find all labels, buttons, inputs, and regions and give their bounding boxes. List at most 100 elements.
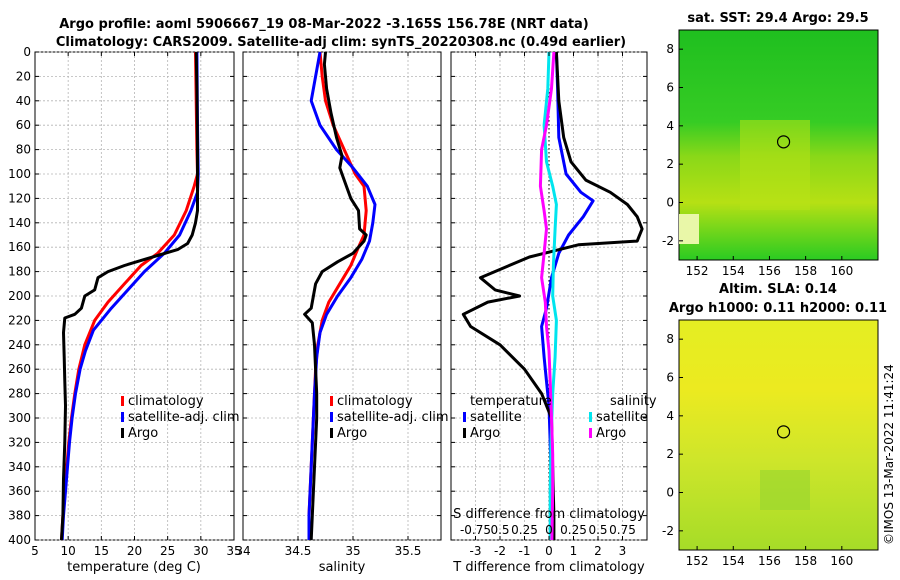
y-tick-label: 40	[16, 94, 31, 108]
y-tick-label: 280	[8, 387, 31, 401]
y-tick-label: 200	[8, 289, 31, 303]
y-tick-label: 300	[8, 411, 31, 425]
x-tick-label: 2	[594, 544, 602, 558]
y-tick-label: 80	[16, 143, 31, 157]
series-line-s-argo	[538, 51, 556, 541]
sla-map-subtitle: Argo h1000: 0.11 h2000: 0.11	[669, 301, 887, 316]
sst-warm-patch	[740, 120, 810, 210]
y-tick-label: 120	[8, 191, 31, 205]
y-tick-label: 260	[8, 362, 31, 376]
legend-climatology: climatology	[337, 394, 413, 409]
y-tick-label: 140	[8, 216, 31, 230]
difference-xlabel: T difference from climatology	[452, 560, 645, 575]
legend-swatch-argo	[330, 428, 333, 438]
legend-satellite: satellite-adj. clim	[128, 410, 240, 425]
y-tick-label: 220	[8, 313, 31, 327]
x-tick-label: 5	[31, 544, 39, 558]
figure-title-line2: Climatology: CARS2009. Satellite-adj cli…	[56, 35, 626, 50]
s-difference-tick-label: 0.75	[609, 523, 636, 537]
legend-swatch-t-argo	[463, 428, 466, 438]
s-difference-title: S difference from climatology	[453, 507, 645, 522]
map-x-tick-label: 156	[758, 264, 781, 278]
series-line-argo	[303, 51, 368, 541]
difference-panel: -3 -2 -1 0 1 2 3 T difference from climatology…	[450, 51, 657, 575]
legend-swatch-t-satellite	[463, 412, 466, 422]
map-y-tick-label: 4	[666, 409, 674, 423]
x-tick-label: 1	[570, 544, 578, 558]
legend-swatch-satellite	[330, 412, 333, 422]
s-difference-tick-label: 0.5	[588, 523, 607, 537]
legend-swatch-satellite	[121, 412, 124, 422]
legend-swatch-s-satellite	[589, 412, 592, 422]
temperature-panel: 5 10 15 20 25 30 35 0 20 40 60 80 100 120 140 160 180 200…	[8, 45, 242, 575]
y-tick-label: 100	[8, 167, 31, 181]
sst-map: sat. SST: 29.4 Argo: 29.5 152 154 156 158 16…	[662, 11, 879, 278]
sla-map-title: Altim. SLA: 0.14	[719, 282, 837, 297]
x-tick-label: 25	[160, 544, 175, 558]
x-tick-label: 10	[61, 544, 76, 558]
x-tick-label: 20	[127, 544, 142, 558]
s-difference-tick-labels: -0.75 0.5 0.25 0 0.25 0.5 0.75	[460, 523, 636, 537]
map-y-tick-label: 0	[666, 486, 674, 500]
temperature-legend: climatology satellite-adj. clim Argo	[121, 394, 240, 441]
x-tick-label: 34	[235, 544, 250, 558]
s-difference-tick-label: 0	[545, 523, 553, 537]
salinity-panel: 34 34.5 35 35.5 salinity climatology satell…	[235, 51, 449, 575]
argo-position-marker	[776, 425, 791, 439]
legend-s-argo: Argo	[596, 426, 626, 441]
sla-low-patch	[760, 470, 810, 510]
map-x-tick-label: 152	[686, 554, 709, 568]
sst-map-title: sat. SST: 29.4 Argo: 29.5	[687, 11, 868, 26]
y-tick-label: 320	[8, 435, 31, 449]
legend-t-satellite: satellite	[470, 410, 522, 425]
legend-s-satellite: satellite	[596, 410, 648, 425]
x-tick-label: 34.5	[285, 544, 312, 558]
map-y-tick-label: 2	[666, 447, 674, 461]
legend-argo: Argo	[337, 426, 367, 441]
x-tick-label: 0	[545, 544, 553, 558]
legend-swatch-s-argo	[589, 428, 592, 438]
legend-climatology: climatology	[128, 394, 204, 409]
x-tick-label: -1	[519, 544, 531, 558]
x-tick-label: 35	[345, 544, 360, 558]
legend-temperature-heading: temperature	[470, 394, 552, 409]
s-difference-tick-label: -0.75	[460, 523, 491, 537]
legend-swatch-climatology	[330, 396, 333, 406]
map-y-tick-label: 8	[666, 332, 674, 346]
map-x-tick-label: 160	[830, 554, 853, 568]
s-difference-tick-label: 0.5	[490, 523, 509, 537]
y-tick-label: 240	[8, 338, 31, 352]
salinity-xlabel: salinity	[319, 560, 366, 575]
map-y-tick-label: 0	[666, 196, 674, 210]
map-y-tick-label: -2	[662, 524, 674, 538]
y-tick-label: 340	[8, 460, 31, 474]
s-difference-tick-label: 0.25	[511, 523, 538, 537]
legend-swatch-argo	[121, 428, 124, 438]
map-x-tick-label: 158	[794, 264, 817, 278]
map-y-tick-label: -2	[662, 234, 674, 248]
map-x-tick-label: 158	[794, 554, 817, 568]
series-line-argo	[60, 51, 199, 541]
y-tick-label: 360	[8, 484, 31, 498]
map-x-tick-label: 156	[758, 554, 781, 568]
map-x-tick-label: 154	[722, 554, 745, 568]
map-y-tick-label: 6	[666, 371, 674, 385]
map-y-tick-label: 8	[666, 42, 674, 56]
x-tick-label: 3	[619, 544, 627, 558]
map-y-tick-label: 2	[666, 157, 674, 171]
y-tick-label: 160	[8, 240, 31, 254]
y-tick-label: 380	[8, 509, 31, 523]
y-tick-label: 0	[23, 45, 31, 59]
sst-land-patch	[679, 214, 699, 244]
legend-satellite: satellite-adj. clim	[337, 410, 449, 425]
map-x-tick-label: 152	[686, 264, 709, 278]
figure-title-line1: Argo profile: aoml 5906667_19 08-Mar-202…	[59, 17, 589, 32]
x-tick-label: -3	[470, 544, 482, 558]
map-y-tick-label: 4	[666, 119, 674, 133]
series-line-satellite-adj-clim	[307, 51, 377, 540]
s-difference-tick-label: 0.25	[560, 523, 587, 537]
map-y-tick-label: 6	[666, 81, 674, 95]
legend-t-argo: Argo	[470, 426, 500, 441]
y-tick-label: 60	[16, 118, 31, 132]
